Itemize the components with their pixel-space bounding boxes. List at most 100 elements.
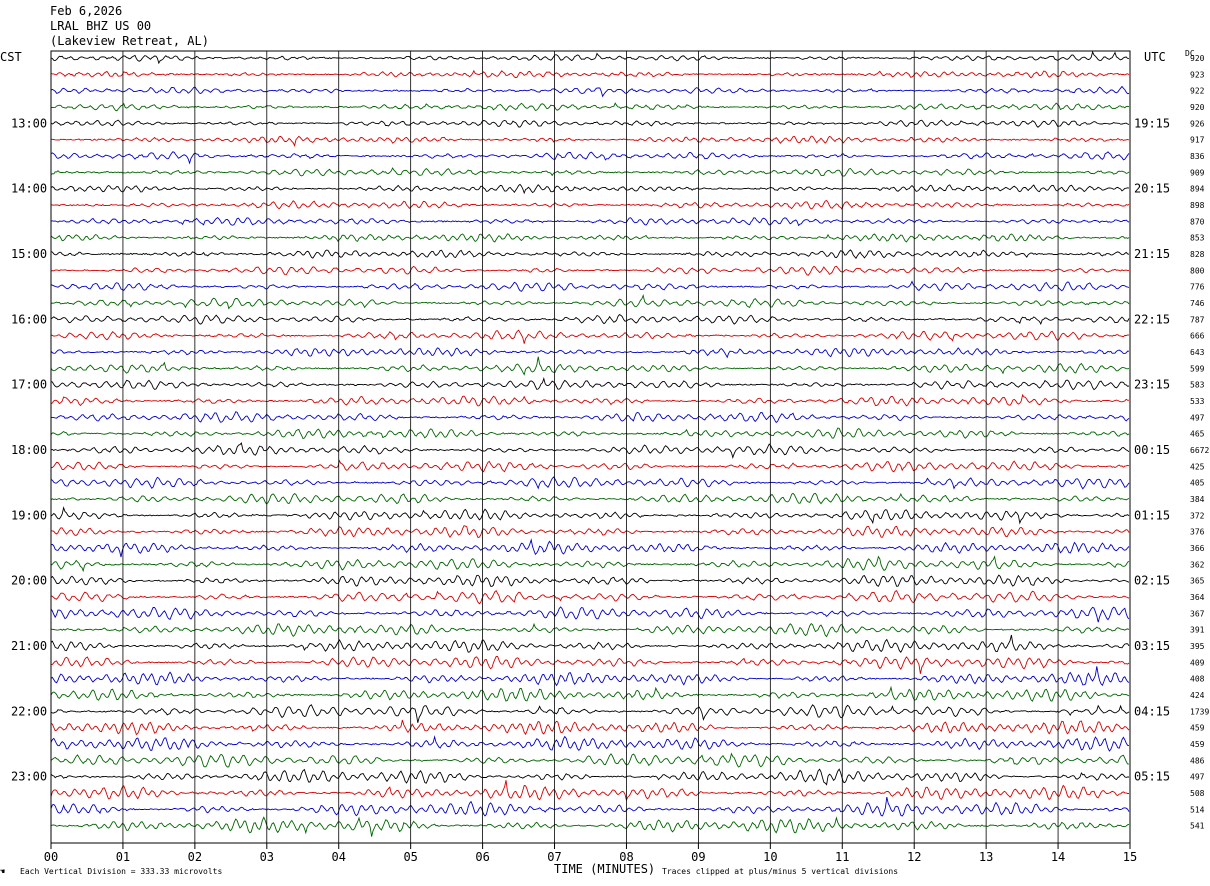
dc-offset-label: 917 bbox=[1190, 136, 1205, 145]
x-tick-label: 13 bbox=[979, 850, 993, 864]
trace-line bbox=[50, 506, 1130, 525]
trace-line bbox=[50, 102, 1130, 112]
left-hour-label: 23:00 bbox=[11, 770, 47, 784]
trace-line bbox=[50, 183, 1130, 195]
dc-offset-label: 465 bbox=[1190, 430, 1205, 439]
left-hour-label: 17:00 bbox=[11, 378, 47, 392]
dc-offset-label: 372 bbox=[1190, 511, 1205, 520]
dc-offset-label: 365 bbox=[1190, 577, 1205, 586]
dc-offset-label: 746 bbox=[1190, 299, 1205, 308]
dc-offset-label: 828 bbox=[1190, 250, 1205, 259]
dc-offset-label: 1739 bbox=[1190, 707, 1209, 716]
trace-line bbox=[50, 719, 1130, 736]
dc-offset-label: 405 bbox=[1190, 479, 1205, 488]
dc-offset-label: 362 bbox=[1190, 560, 1205, 569]
x-tick-label: 08 bbox=[619, 850, 633, 864]
right-hour-label: 19:15 bbox=[1134, 116, 1170, 130]
trace-line bbox=[50, 735, 1130, 752]
dc-offset-label: 922 bbox=[1190, 87, 1205, 96]
right-hour-label: 22:15 bbox=[1134, 312, 1170, 326]
right-hour-label: 23:15 bbox=[1134, 378, 1170, 392]
trace-line bbox=[50, 476, 1130, 490]
dc-offset-label: 409 bbox=[1190, 658, 1205, 667]
trace-line bbox=[50, 377, 1130, 391]
x-tick-label: 11 bbox=[835, 850, 849, 864]
dc-offset-label: 787 bbox=[1190, 315, 1205, 324]
trace-line bbox=[50, 655, 1130, 674]
trace-line bbox=[50, 525, 1130, 539]
right-hour-label: 20:15 bbox=[1134, 182, 1170, 196]
left-hour-label: 18:00 bbox=[11, 443, 47, 457]
x-tick-label: 03 bbox=[260, 850, 274, 864]
dc-offset-label: 926 bbox=[1190, 119, 1205, 128]
trace-line bbox=[50, 280, 1130, 292]
trace-line bbox=[50, 442, 1130, 459]
dc-offset-label: 583 bbox=[1190, 381, 1205, 390]
dc-offset-label: 497 bbox=[1190, 413, 1205, 422]
dc-offset-label: 776 bbox=[1190, 283, 1205, 292]
dc-offset-label: 666 bbox=[1190, 332, 1205, 341]
dc-offset-label: 514 bbox=[1190, 805, 1205, 814]
trace-line bbox=[50, 606, 1130, 623]
dc-offset-label: 424 bbox=[1190, 691, 1205, 700]
dc-offset-label: 898 bbox=[1190, 201, 1205, 210]
left-timezone-label: CST bbox=[0, 50, 22, 64]
trace-line bbox=[50, 704, 1130, 723]
dc-offset-label: 920 bbox=[1190, 103, 1205, 112]
trace-line bbox=[50, 50, 1130, 65]
dc-offset-label: 870 bbox=[1190, 217, 1205, 226]
plot-frame bbox=[50, 50, 1131, 844]
trace-line bbox=[50, 233, 1130, 243]
x-tick-label: 10 bbox=[763, 850, 777, 864]
trace-line bbox=[50, 666, 1130, 687]
dc-offset-label: 6672 bbox=[1190, 446, 1209, 455]
x-tick-label: 14 bbox=[1051, 850, 1065, 864]
chart-date: Feb 6,2026 bbox=[50, 4, 123, 18]
dc-offset-label: 459 bbox=[1190, 740, 1205, 749]
x-tick-label: 06 bbox=[475, 850, 489, 864]
trace-line bbox=[50, 85, 1130, 98]
right-hour-label: 00:15 bbox=[1134, 443, 1170, 457]
left-hour-label: 13:00 bbox=[11, 116, 47, 130]
left-hour-label: 14:00 bbox=[11, 182, 47, 196]
trace-line bbox=[50, 816, 1130, 837]
x-tick-label: 04 bbox=[332, 850, 346, 864]
x-axis-title: TIME (MINUTES) bbox=[554, 862, 656, 876]
x-tick-label: 07 bbox=[547, 850, 561, 864]
scale-note: Each Vertical Division = 333.33 microvol… bbox=[20, 867, 223, 876]
dc-offset-label: 376 bbox=[1190, 528, 1205, 537]
x-tick-label: 15 bbox=[1123, 850, 1137, 864]
left-hour-label: 22:00 bbox=[11, 704, 47, 718]
dc-offset-label: 508 bbox=[1190, 789, 1205, 798]
dc-offset-label: 894 bbox=[1190, 185, 1205, 194]
trace-line bbox=[50, 492, 1130, 505]
dc-offset-label: 384 bbox=[1190, 495, 1205, 504]
dc-offset-label: 836 bbox=[1190, 152, 1205, 161]
dc-offset-label: 909 bbox=[1190, 168, 1205, 177]
dc-offset-label: 497 bbox=[1190, 773, 1205, 782]
trace-line bbox=[50, 574, 1130, 587]
right-hour-label: 03:15 bbox=[1134, 639, 1170, 653]
dc-offset-label: 920 bbox=[1190, 54, 1205, 63]
dc-offset-label: 366 bbox=[1190, 544, 1205, 553]
dc-offset-label: 367 bbox=[1190, 609, 1205, 618]
grid-group bbox=[50, 50, 1131, 849]
trace-group bbox=[50, 50, 1130, 837]
right-hour-label: 04:15 bbox=[1134, 704, 1170, 718]
dc-offset-label: 541 bbox=[1190, 822, 1205, 831]
x-tick-label: 09 bbox=[691, 850, 705, 864]
trace-line bbox=[50, 135, 1130, 147]
chart-station: LRAL BHZ US 00 bbox=[50, 19, 152, 33]
chart-location: (Lakeview Retreat, AL) bbox=[50, 34, 209, 48]
dc-offset-label: 408 bbox=[1190, 675, 1205, 684]
dc-label: DC bbox=[1185, 49, 1195, 58]
trace-line bbox=[50, 780, 1129, 802]
trace-line bbox=[50, 459, 1130, 473]
trace-line bbox=[50, 796, 1130, 817]
left-hour-label: 16:00 bbox=[11, 312, 47, 326]
left-hour-label: 19:00 bbox=[11, 508, 47, 522]
x-tick-label: 00 bbox=[44, 850, 58, 864]
corner-glyph: ☚ bbox=[0, 867, 5, 876]
x-tick-label: 01 bbox=[116, 850, 130, 864]
